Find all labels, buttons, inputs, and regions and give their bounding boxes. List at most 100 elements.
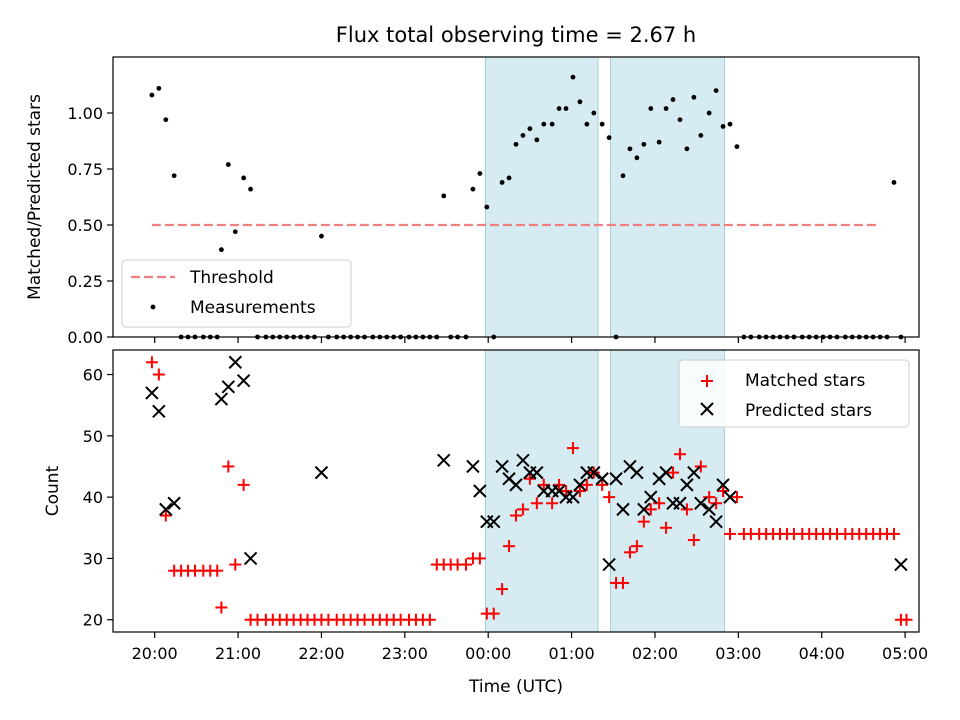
predicted-stars-point [595, 472, 609, 486]
y-tick-label: 0.00 [67, 328, 103, 347]
predicted-stars-point [473, 484, 487, 498]
predicted-stars-point [314, 465, 329, 480]
matched-stars-point [159, 509, 172, 522]
chart-title: Flux total observing time = 2.67 h [336, 23, 696, 47]
measurements-point [563, 106, 569, 111]
predicted-stars-point [723, 490, 737, 504]
measurements-legend-marker [150, 304, 156, 310]
x-tick-label: 21:00 [215, 644, 261, 663]
matched-stars-point [724, 527, 737, 540]
predicted-stars-point [716, 478, 730, 492]
matched-stars-point [680, 503, 693, 516]
matched-stars-point [637, 515, 650, 528]
measurements-point [470, 186, 476, 192]
matched-stars-point [694, 460, 707, 473]
x-tick-label: 03:00 [715, 644, 761, 663]
measurements-point [513, 141, 519, 147]
measurements-point [641, 141, 647, 147]
measurements-point [627, 146, 633, 152]
matched-stars-point [630, 540, 643, 553]
matched-stars-point [530, 497, 543, 510]
measurements-point [677, 117, 683, 123]
measurements-point [556, 106, 562, 111]
measurements-point [549, 121, 555, 127]
ratio-panel-legend: Threshold Measurements [121, 259, 352, 328]
threshold-legend-label: Threshold [189, 268, 274, 288]
predicted-stars-point [243, 551, 258, 566]
matched-stars-point [617, 576, 630, 589]
measurements-point [606, 135, 612, 141]
measurements-point [634, 155, 640, 161]
measurements-point [218, 247, 224, 253]
predicted-stars-point [673, 496, 687, 510]
predicted-stars-point [709, 514, 723, 529]
matched-stars-point [667, 466, 680, 479]
matched-stars-point [237, 478, 250, 491]
measurements-point [149, 92, 155, 98]
matched-stars-point [496, 583, 509, 596]
x-tick-label: 23:00 [382, 644, 428, 663]
measurements-point [477, 171, 483, 176]
matched-stars-point [222, 460, 235, 473]
measurements-point [720, 124, 726, 129]
predicted-stars-point [487, 514, 501, 529]
matched-stars-point [516, 503, 529, 516]
matched-stars-point [730, 491, 743, 504]
count-legend-box [678, 359, 910, 428]
matched-stars-point [580, 478, 593, 491]
matched-stars-point [537, 478, 550, 491]
matched-stars-point [603, 491, 616, 504]
matched-stars-point [510, 509, 522, 522]
measurements-point [670, 97, 676, 102]
predicted-stars-point [566, 490, 580, 504]
matched-stars-point [487, 607, 500, 620]
matched-stars-point [623, 546, 636, 559]
measurements-point [499, 180, 505, 185]
matched-stars-point [573, 485, 586, 497]
matched-stars-point [717, 485, 730, 497]
measurements-point [577, 99, 583, 105]
measurements-point [441, 193, 447, 199]
y-tick-label: 0.75 [67, 160, 103, 179]
measurements-point [520, 133, 526, 138]
matched-stars-point [644, 503, 657, 516]
measurements-point [527, 126, 533, 132]
measurements-point [225, 162, 231, 167]
predicted-stars-point [159, 502, 173, 517]
predicted-stars-point [437, 453, 451, 468]
measurements-point [684, 146, 690, 152]
measurements-point [319, 233, 324, 239]
measurements-point [484, 204, 490, 210]
matched-stars-point [423, 613, 436, 626]
predicted-stars-point [630, 465, 644, 480]
measurements-point [727, 121, 733, 127]
x-tick-label: 01:00 [549, 644, 595, 663]
x-tick-label: 00:00 [465, 644, 511, 663]
predicted-stars-point [609, 472, 623, 486]
count-panel-frame [112, 349, 920, 633]
x-axis-label: Time (UTC) [468, 677, 563, 697]
matched-stars-point [546, 497, 559, 510]
y-tick-label: 50 [83, 427, 103, 446]
measurements-point [648, 106, 654, 111]
measurements-point [713, 88, 719, 93]
count-panel-ylabel: Count [43, 465, 63, 516]
matched-stars-point [473, 552, 486, 565]
measurements-legend-label: Measurements [190, 298, 316, 318]
ratio-legend-box [121, 259, 352, 328]
predicted-stars-point [637, 502, 651, 517]
matched-stars-point [887, 527, 900, 540]
measurements-point [171, 173, 177, 179]
matched-stars-point [596, 478, 609, 491]
measurements-point [891, 180, 897, 185]
matched-stars-point [703, 491, 716, 504]
measurements-point [591, 110, 597, 116]
y-tick-label: 30 [83, 549, 103, 568]
ratio-panel-axes: 0.00 0.25 0.50 0.75 1.00 [67, 104, 906, 347]
measurements-point [248, 186, 253, 192]
measurements-point [163, 117, 169, 123]
predicted-stars-point [530, 465, 544, 480]
predicted-stars-point [680, 478, 694, 492]
predicted-stars-point [616, 502, 630, 517]
